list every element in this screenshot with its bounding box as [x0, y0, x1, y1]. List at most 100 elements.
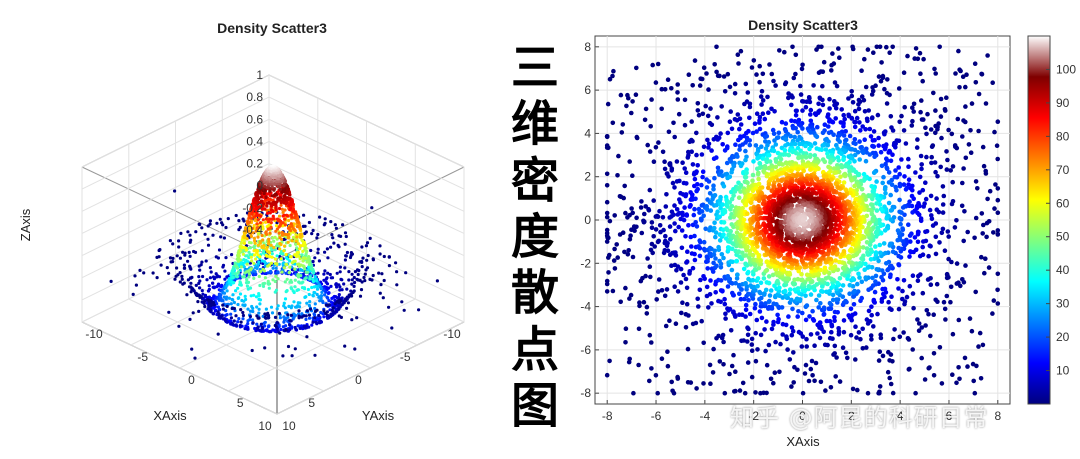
scatter-point — [737, 147, 742, 152]
scatter-point — [809, 358, 815, 364]
scatter-point — [887, 358, 892, 363]
scatter-point — [815, 124, 820, 130]
scatter-point — [855, 387, 860, 393]
scatter-point — [769, 326, 775, 332]
scatter-point — [824, 289, 829, 295]
scatter-point — [766, 274, 772, 279]
scatter-point — [908, 249, 913, 254]
scatter-point — [870, 275, 875, 281]
scatter-point — [697, 83, 703, 88]
surface-point — [188, 317, 192, 321]
scatter-point — [760, 111, 766, 116]
scatter-point — [772, 109, 777, 114]
wall-grid-line — [268, 163, 465, 257]
surface-point — [206, 298, 210, 302]
scatter-point — [732, 91, 738, 96]
scatter-point — [716, 333, 721, 339]
scatter-point — [847, 291, 852, 297]
surface-point — [200, 226, 204, 230]
surface-point — [159, 263, 163, 267]
scatter-point — [728, 229, 733, 234]
scatter-point — [791, 350, 796, 355]
surface-point — [267, 282, 271, 286]
scatter-point — [916, 321, 922, 326]
scatter-point — [938, 96, 944, 102]
scatter-point — [880, 180, 885, 186]
surface-point — [155, 276, 159, 280]
scatter-point — [793, 71, 798, 77]
scatter-point — [909, 123, 915, 128]
scatter-point — [669, 168, 674, 173]
scatter-point — [678, 280, 684, 285]
scatter-point — [623, 340, 628, 345]
scatter-point — [788, 133, 793, 139]
scatter-point — [945, 229, 951, 234]
scatter-point — [770, 127, 776, 133]
scatter-point — [758, 332, 764, 338]
scatter-point — [777, 48, 782, 53]
surface-point — [343, 344, 347, 348]
scatter-point — [878, 206, 884, 212]
scatter-point — [808, 112, 813, 117]
scatter-point — [650, 250, 655, 256]
scatter-point — [743, 157, 748, 163]
surface-point — [271, 182, 275, 186]
scatter-point — [796, 155, 801, 161]
surface-point — [241, 261, 245, 266]
scatter-point — [832, 351, 837, 356]
scatter-point — [897, 183, 903, 189]
surface-point — [251, 309, 255, 314]
scatter-point — [882, 131, 887, 137]
scatter-point — [622, 183, 627, 189]
surface-point — [252, 224, 256, 228]
surface-point — [248, 314, 252, 319]
axes-3d-grid — [81, 74, 465, 415]
chart-3d-title: Density Scatter3 — [217, 20, 327, 36]
scatter-point — [698, 239, 703, 245]
surface-point — [239, 241, 243, 245]
scatter-point — [753, 358, 759, 364]
surface-point — [322, 223, 326, 227]
scatter-point — [782, 148, 788, 153]
surface-point — [262, 249, 266, 253]
scatter-point — [855, 281, 860, 287]
scatter-point — [897, 334, 903, 340]
surface-point — [230, 321, 234, 326]
scatter-point — [961, 238, 966, 244]
scatter-point — [607, 76, 613, 82]
surface-point — [279, 203, 283, 207]
surface-point — [259, 322, 263, 326]
scatter-point — [883, 190, 888, 196]
scatter-point — [944, 271, 950, 277]
surface-point — [248, 212, 252, 216]
surface-point — [269, 221, 273, 225]
scatter-point — [669, 379, 674, 385]
scatter-point — [610, 73, 615, 79]
surface-point — [189, 267, 193, 271]
scatter-point — [832, 318, 837, 324]
surface-point — [360, 280, 364, 284]
scatter-point — [651, 159, 657, 164]
scatter-point — [839, 151, 844, 156]
scatter-point — [937, 44, 942, 50]
scatter-point — [820, 102, 826, 108]
scatter-point — [838, 288, 843, 293]
surface-point — [292, 222, 296, 226]
scatter-point — [943, 317, 948, 322]
scatter-point — [662, 293, 668, 299]
surface-point — [371, 258, 375, 262]
scatter-point — [763, 287, 769, 293]
surface-point — [272, 245, 276, 250]
scatter-point — [863, 84, 869, 90]
surface-point — [297, 314, 301, 318]
scatter-point — [738, 163, 744, 169]
scatter-point — [864, 213, 870, 219]
surface-point — [223, 277, 227, 281]
surface-point — [133, 274, 137, 278]
scatter-point — [795, 367, 800, 373]
scatter-point — [604, 227, 610, 233]
scatter-point — [923, 323, 928, 328]
scatter-point — [778, 156, 784, 162]
scatter-point — [854, 335, 859, 340]
scatter-point — [907, 254, 912, 259]
